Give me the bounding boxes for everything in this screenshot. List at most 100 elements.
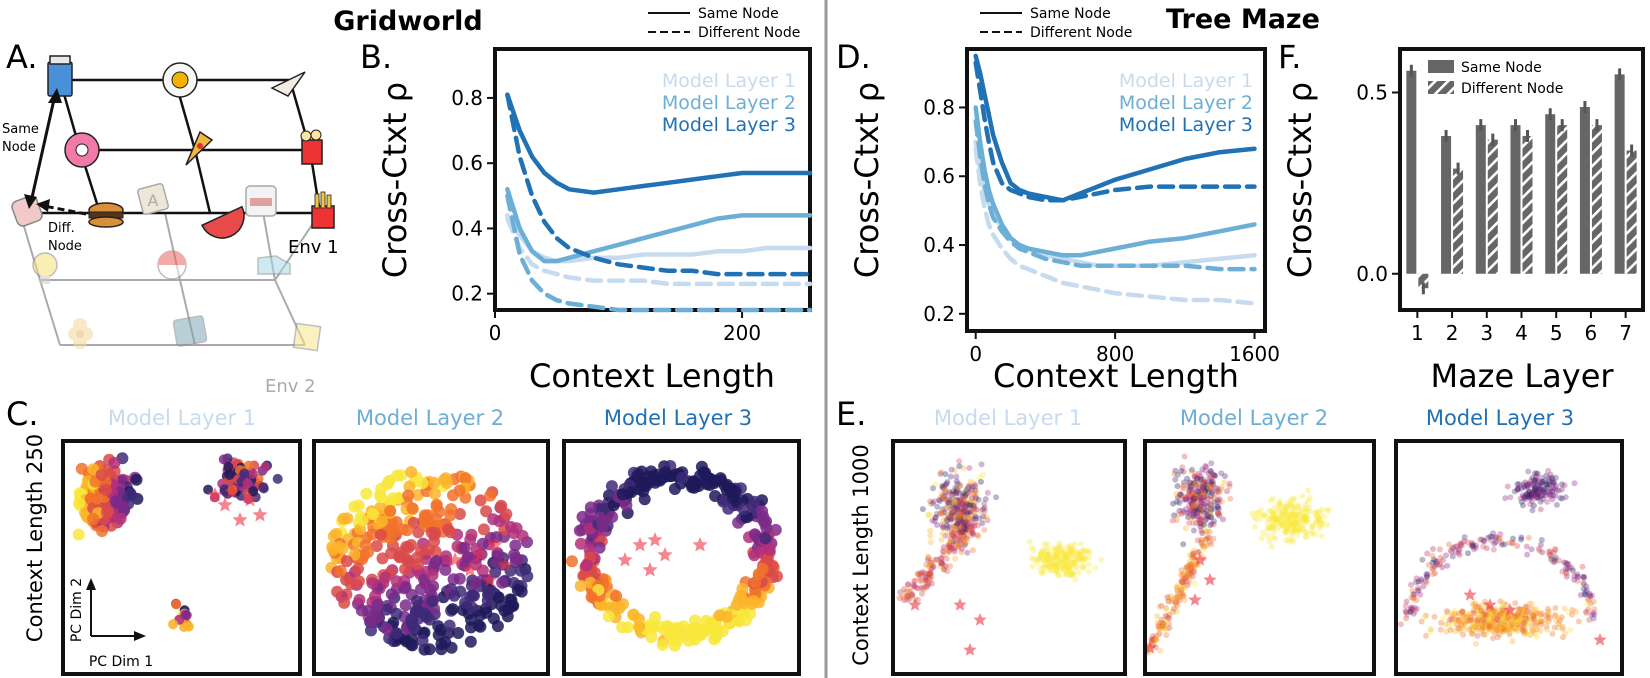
gridworld-pca-3-point: [759, 532, 772, 545]
tree-maze-pca-2-point: [1253, 516, 1260, 523]
fries-icon: [311, 191, 335, 229]
tree-maze-pca-1-point: [912, 578, 918, 585]
tree-maze-pca-1-point: [956, 537, 963, 544]
chart-f-xtick-label: 4: [1515, 321, 1528, 345]
tree-maze-pca-2-point: [1216, 512, 1223, 519]
gridworld-pca-2-point: [432, 629, 445, 641]
tree-maze-pca-1-point: [951, 527, 958, 534]
tree-maze-pca-1-point: [954, 514, 961, 521]
env2-label: Env 2: [265, 376, 316, 397]
tree-maze-pca-2-point: [1189, 554, 1196, 561]
tree-maze-pca-1-point: [965, 514, 972, 521]
tree-maze-pca-2-point: [1189, 563, 1196, 570]
tree-maze-pca-layer-3: [1397, 467, 1607, 647]
tree-maze-pca-1-point: [949, 507, 956, 514]
tree-maze-pca-2-point: [1305, 487, 1312, 494]
tree-maze-pca-1-point: [1035, 555, 1042, 562]
tree-maze-pca-1-point: [1046, 564, 1053, 571]
tree-maze-pca-1-point: [968, 509, 974, 516]
tree-maze-pca-2-point: [1266, 507, 1273, 514]
tree-maze-pca-1-point: [959, 516, 966, 522]
tree-maze-pca-2-point: [1295, 512, 1302, 518]
tree-maze-pca-2-point: [1325, 507, 1332, 514]
gridworld-pca-2-point: [416, 477, 429, 490]
tree-maze-pca-2-point: [1309, 523, 1316, 530]
tree-maze-pca-3-point: [1443, 552, 1449, 559]
tree-maze-pca-1-point: [978, 461, 985, 468]
gridworld-pca-2-star: [447, 552, 463, 567]
tree-maze-pca-1-point: [959, 529, 966, 535]
tree-maze-pca-1-point: [1057, 557, 1064, 564]
gridworld-pca-1-point: [87, 512, 100, 525]
tree-maze-pca-3-point: [1397, 621, 1404, 628]
gridworld-pca-3-point: [638, 479, 651, 492]
tree-maze-pca-1-point: [913, 584, 920, 591]
svg-text:A: A: [148, 191, 159, 210]
tree-maze-pca-2-point: [1211, 494, 1217, 501]
tree-maze-pca-1-point: [940, 563, 947, 570]
tree-maze-pca-1-point: [926, 574, 932, 581]
tree-maze-pca-1-point: [961, 518, 968, 525]
tree-maze-pca-1-point: [972, 483, 978, 490]
tree-maze-pca-1-point: [927, 527, 934, 534]
tree-maze-pca-1-point: [905, 581, 911, 588]
tree-maze-pca-1-point: [941, 493, 948, 500]
tree-maze-pca-2-point: [1171, 470, 1178, 477]
tree-maze-pca-2-point: [1204, 485, 1210, 491]
tree-maze-pca-1-point: [951, 490, 958, 497]
tree-maze-pca-1-point: [959, 532, 966, 539]
tree-maze-pca-1-point: [1076, 556, 1083, 563]
gridworld-pca-frame-3: [562, 439, 801, 676]
tree-maze-pca-3-point: [1431, 613, 1438, 620]
tree-maze-pca-1-point: [1069, 545, 1075, 552]
tree-maze-pca-1-point: [956, 458, 963, 465]
tree-maze-pca-1-point: [1028, 554, 1035, 561]
chart-f-bar-same-node: [1579, 107, 1590, 274]
gridworld-pca-2-point: [366, 508, 379, 521]
tree-maze-pca-2-point: [1292, 527, 1299, 534]
tree-maze-pca-3-point: [1472, 640, 1479, 647]
tree-maze-pca-2-point: [1276, 515, 1283, 522]
tree-maze-pca-1-point: [1041, 562, 1048, 569]
tree-maze-pca-2-point: [1309, 524, 1316, 531]
tree-maze-pca-2-point: [1191, 507, 1198, 514]
gridworld-pca-2-point: [380, 622, 393, 635]
tree-maze-pca-2-point: [1206, 534, 1213, 541]
chart-f-xtick-label: 6: [1585, 321, 1598, 345]
tree-maze-pca-1-point: [960, 533, 967, 540]
tree-maze-pca-1-point: [972, 519, 979, 526]
tree-maze-pca-1-point: [970, 502, 977, 509]
tree-maze-pca-3-point: [1461, 534, 1468, 541]
tree-maze-pca-1-point: [961, 522, 968, 529]
tree-maze-pca-1-point: [951, 505, 958, 512]
tree-maze-pca-3-point: [1517, 495, 1524, 502]
tree-maze-pca-2-point: [1186, 479, 1193, 486]
tree-maze-pca-2-point: [1220, 516, 1226, 523]
tree-maze-pca-1-point: [969, 547, 976, 554]
tree-maze-pca-1-point: [938, 555, 945, 562]
tree-maze-pca-2-point: [1286, 536, 1293, 543]
tree-maze-pca-2-point: [1169, 598, 1176, 604]
tree-maze-pca-1-point: [972, 500, 979, 507]
tree-maze-pca-2-point: [1150, 638, 1156, 645]
tree-maze-pca-2-point: [1201, 501, 1208, 508]
chart-b-ylabel: Cross-Ctxt ρ: [376, 82, 414, 278]
tree-maze-pca-3-point: [1461, 616, 1468, 623]
tree-maze-pca-1-point: [911, 577, 918, 584]
tree-maze-pca-2-point: [1190, 520, 1197, 527]
tree-maze-pca-3-point: [1443, 609, 1450, 616]
gridworld-pca-3-point: [656, 638, 669, 651]
tree-maze-pca-1-point: [1060, 560, 1067, 567]
tree-maze-pca-2-point: [1203, 542, 1210, 549]
tree-maze-pca-1-point: [1040, 546, 1046, 553]
tree-maze-pca-1-point: [971, 510, 978, 517]
tree-maze-pca-1-point: [965, 484, 972, 491]
tree-maze-pca-1-point: [953, 496, 960, 503]
tree-maze-pca-1-point: [932, 556, 939, 563]
tree-maze-pca-1-point: [949, 515, 956, 522]
tree-maze-pca-1-point: [950, 497, 957, 504]
tree-maze-pca-1-point: [1060, 545, 1066, 552]
tree-maze-pca-1-point: [927, 539, 934, 546]
tree-maze-pca-1-point: [1057, 567, 1064, 574]
gridworld-pca-2-point: [428, 487, 441, 500]
